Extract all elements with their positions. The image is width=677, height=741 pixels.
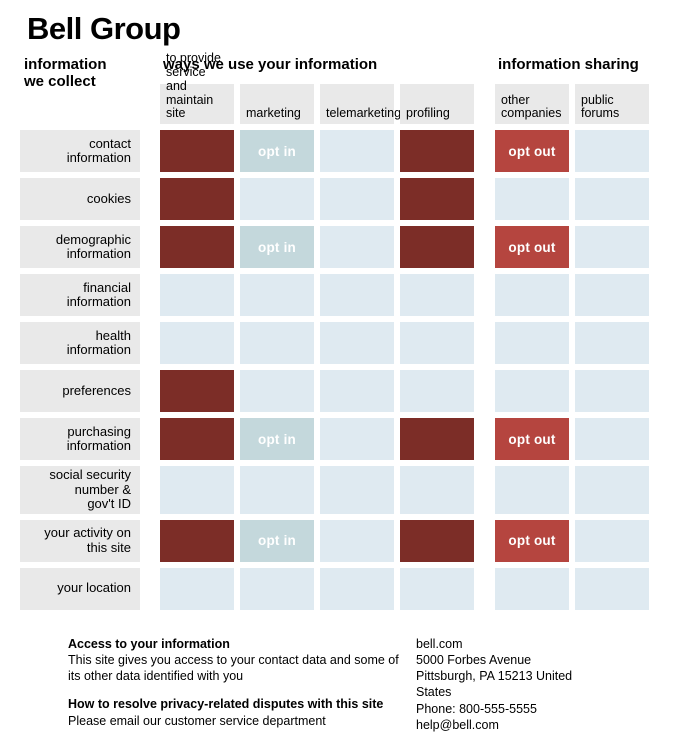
cell-your-activity-on-this-site-col3: [320, 519, 394, 562]
cell-cookies-col4: [400, 178, 474, 221]
cell-purchasing-information-col1: [160, 418, 234, 461]
column-header-to-provide-service-and-maintain-site: to provide service and maintain site: [160, 51, 234, 125]
footer-heading-access: Access to your information: [68, 636, 230, 651]
section-title-ways-we-use: ways we use your information: [163, 56, 378, 74]
row-label-health-information: health information: [20, 322, 140, 365]
row-label-contact-information: contact information: [20, 130, 140, 173]
cell-financial-information-col5: [495, 274, 569, 317]
cell-health-information-col3: [320, 322, 394, 365]
cell-demographic-information-col6: [575, 226, 649, 269]
cell-social-security-number-gov-t-id-col3: [320, 466, 394, 514]
cell-your-activity-on-this-site-col4: [400, 519, 474, 562]
cell-cookies-col1: [160, 178, 234, 221]
cell-cookies-col2: [240, 178, 314, 221]
footer-body-disputes: Please email our customer service depart…: [68, 713, 326, 728]
cell-contact-information-col3: [320, 130, 394, 173]
cell-cookies-col5: [495, 178, 569, 221]
column-header-public-forums: public forums: [575, 84, 649, 125]
footer-notes: Access to your information This site giv…: [68, 636, 410, 741]
cell-financial-information-col3: [320, 274, 394, 317]
cell-contact-information-col1: [160, 130, 234, 173]
contact-line: bell.com: [416, 636, 463, 651]
privacy-grid: information we collect ways we use your …: [20, 51, 649, 610]
cell-purchasing-information-col3: [320, 418, 394, 461]
cell-your-location-col4: [400, 567, 474, 610]
cell-your-activity-on-this-site-col5-opt-out: opt out: [495, 519, 569, 562]
cell-cookies-col3: [320, 178, 394, 221]
column-header-telemarketing: telemarketing: [320, 84, 401, 125]
cell-preferences-col2: [240, 370, 314, 413]
row-label-financial-information: financial information: [20, 274, 140, 317]
cell-purchasing-information-col5-opt-out: opt out: [495, 418, 569, 461]
row-label-demographic-information: demographic information: [20, 226, 140, 269]
cell-health-information-col4: [400, 322, 474, 365]
cell-demographic-information-col5-opt-out: opt out: [495, 226, 569, 269]
cell-contact-information-col4: [400, 130, 474, 173]
cell-demographic-information-col4: [400, 226, 474, 269]
cell-contact-information-col2-opt-in: opt in: [240, 130, 314, 173]
cell-social-security-number-gov-t-id-col5: [495, 466, 569, 514]
footer: Access to your information This site giv…: [20, 636, 677, 741]
cell-financial-information-col2: [240, 274, 314, 317]
cell-financial-information-col1: [160, 274, 234, 317]
cell-your-activity-on-this-site-col2-opt-in: opt in: [240, 519, 314, 562]
cell-financial-information-col4: [400, 274, 474, 317]
footer-body-access: This site gives you access to your conta…: [68, 652, 399, 684]
contact-line: help@bell.com: [416, 717, 499, 732]
cell-health-information-col2: [240, 322, 314, 365]
cell-purchasing-information-col6: [575, 418, 649, 461]
cell-purchasing-information-col4: [400, 418, 474, 461]
cell-social-security-number-gov-t-id-col1: [160, 466, 234, 514]
cell-contact-information-col5-opt-out: opt out: [495, 130, 569, 173]
row-label-your-activity-on-this-site: your activity on this site: [20, 519, 140, 562]
cell-demographic-information-col3: [320, 226, 394, 269]
contact-line: Phone: 800-555-5555: [416, 701, 537, 716]
column-header-other-companies: other companies: [495, 84, 569, 125]
cell-contact-information-col6: [575, 130, 649, 173]
row-label-social-security-number-gov-t-id: social security number & gov't ID: [20, 466, 140, 514]
cell-health-information-col6: [575, 322, 649, 365]
cell-preferences-col3: [320, 370, 394, 413]
cell-preferences-col4: [400, 370, 474, 413]
cell-health-information-col5: [495, 322, 569, 365]
contact-line: 5000 Forbes Avenue: [416, 652, 532, 667]
cell-purchasing-information-col2-opt-in: opt in: [240, 418, 314, 461]
section-title-information-sharing: information sharing: [498, 56, 639, 74]
footer-section-access: Access to your information This site giv…: [68, 636, 410, 685]
cell-financial-information-col6: [575, 274, 649, 317]
cell-your-location-col3: [320, 567, 394, 610]
contact-line: Pittsburgh, PA 15213 United States: [416, 669, 573, 700]
cell-your-location-col1: [160, 567, 234, 610]
row-label-your-location: your location: [20, 567, 140, 610]
cell-your-activity-on-this-site-col1: [160, 519, 234, 562]
cell-preferences-col6: [575, 370, 649, 413]
cell-demographic-information-col1: [160, 226, 234, 269]
cell-social-security-number-gov-t-id-col2: [240, 466, 314, 514]
footer-section-disputes: How to resolve privacy-related disputes …: [68, 696, 410, 729]
cell-your-location-col6: [575, 567, 649, 610]
footer-heading-disputes: How to resolve privacy-related disputes …: [68, 697, 384, 712]
column-header-marketing: marketing: [240, 84, 314, 125]
cell-your-location-col5: [495, 567, 569, 610]
row-label-purchasing-information: purchasing information: [20, 418, 140, 461]
cell-your-activity-on-this-site-col6: [575, 519, 649, 562]
row-label-cookies: cookies: [20, 178, 140, 221]
cell-your-location-col2: [240, 567, 314, 610]
section-title-information-we-collect: information we collect: [24, 56, 107, 91]
page-title: Bell Group: [27, 11, 181, 46]
cell-health-information-col1: [160, 322, 234, 365]
company-contact: bell.com 5000 Forbes Avenue Pittsburgh, PA…: [416, 636, 586, 741]
cell-preferences-col1: [160, 370, 234, 413]
cell-social-security-number-gov-t-id-col6: [575, 466, 649, 514]
cell-preferences-col5: [495, 370, 569, 413]
cell-demographic-information-col2-opt-in: opt in: [240, 226, 314, 269]
cell-cookies-col6: [575, 178, 649, 221]
column-header-profiling: profiling: [400, 84, 474, 125]
cell-social-security-number-gov-t-id-col4: [400, 466, 474, 514]
row-label-preferences: preferences: [20, 370, 140, 413]
